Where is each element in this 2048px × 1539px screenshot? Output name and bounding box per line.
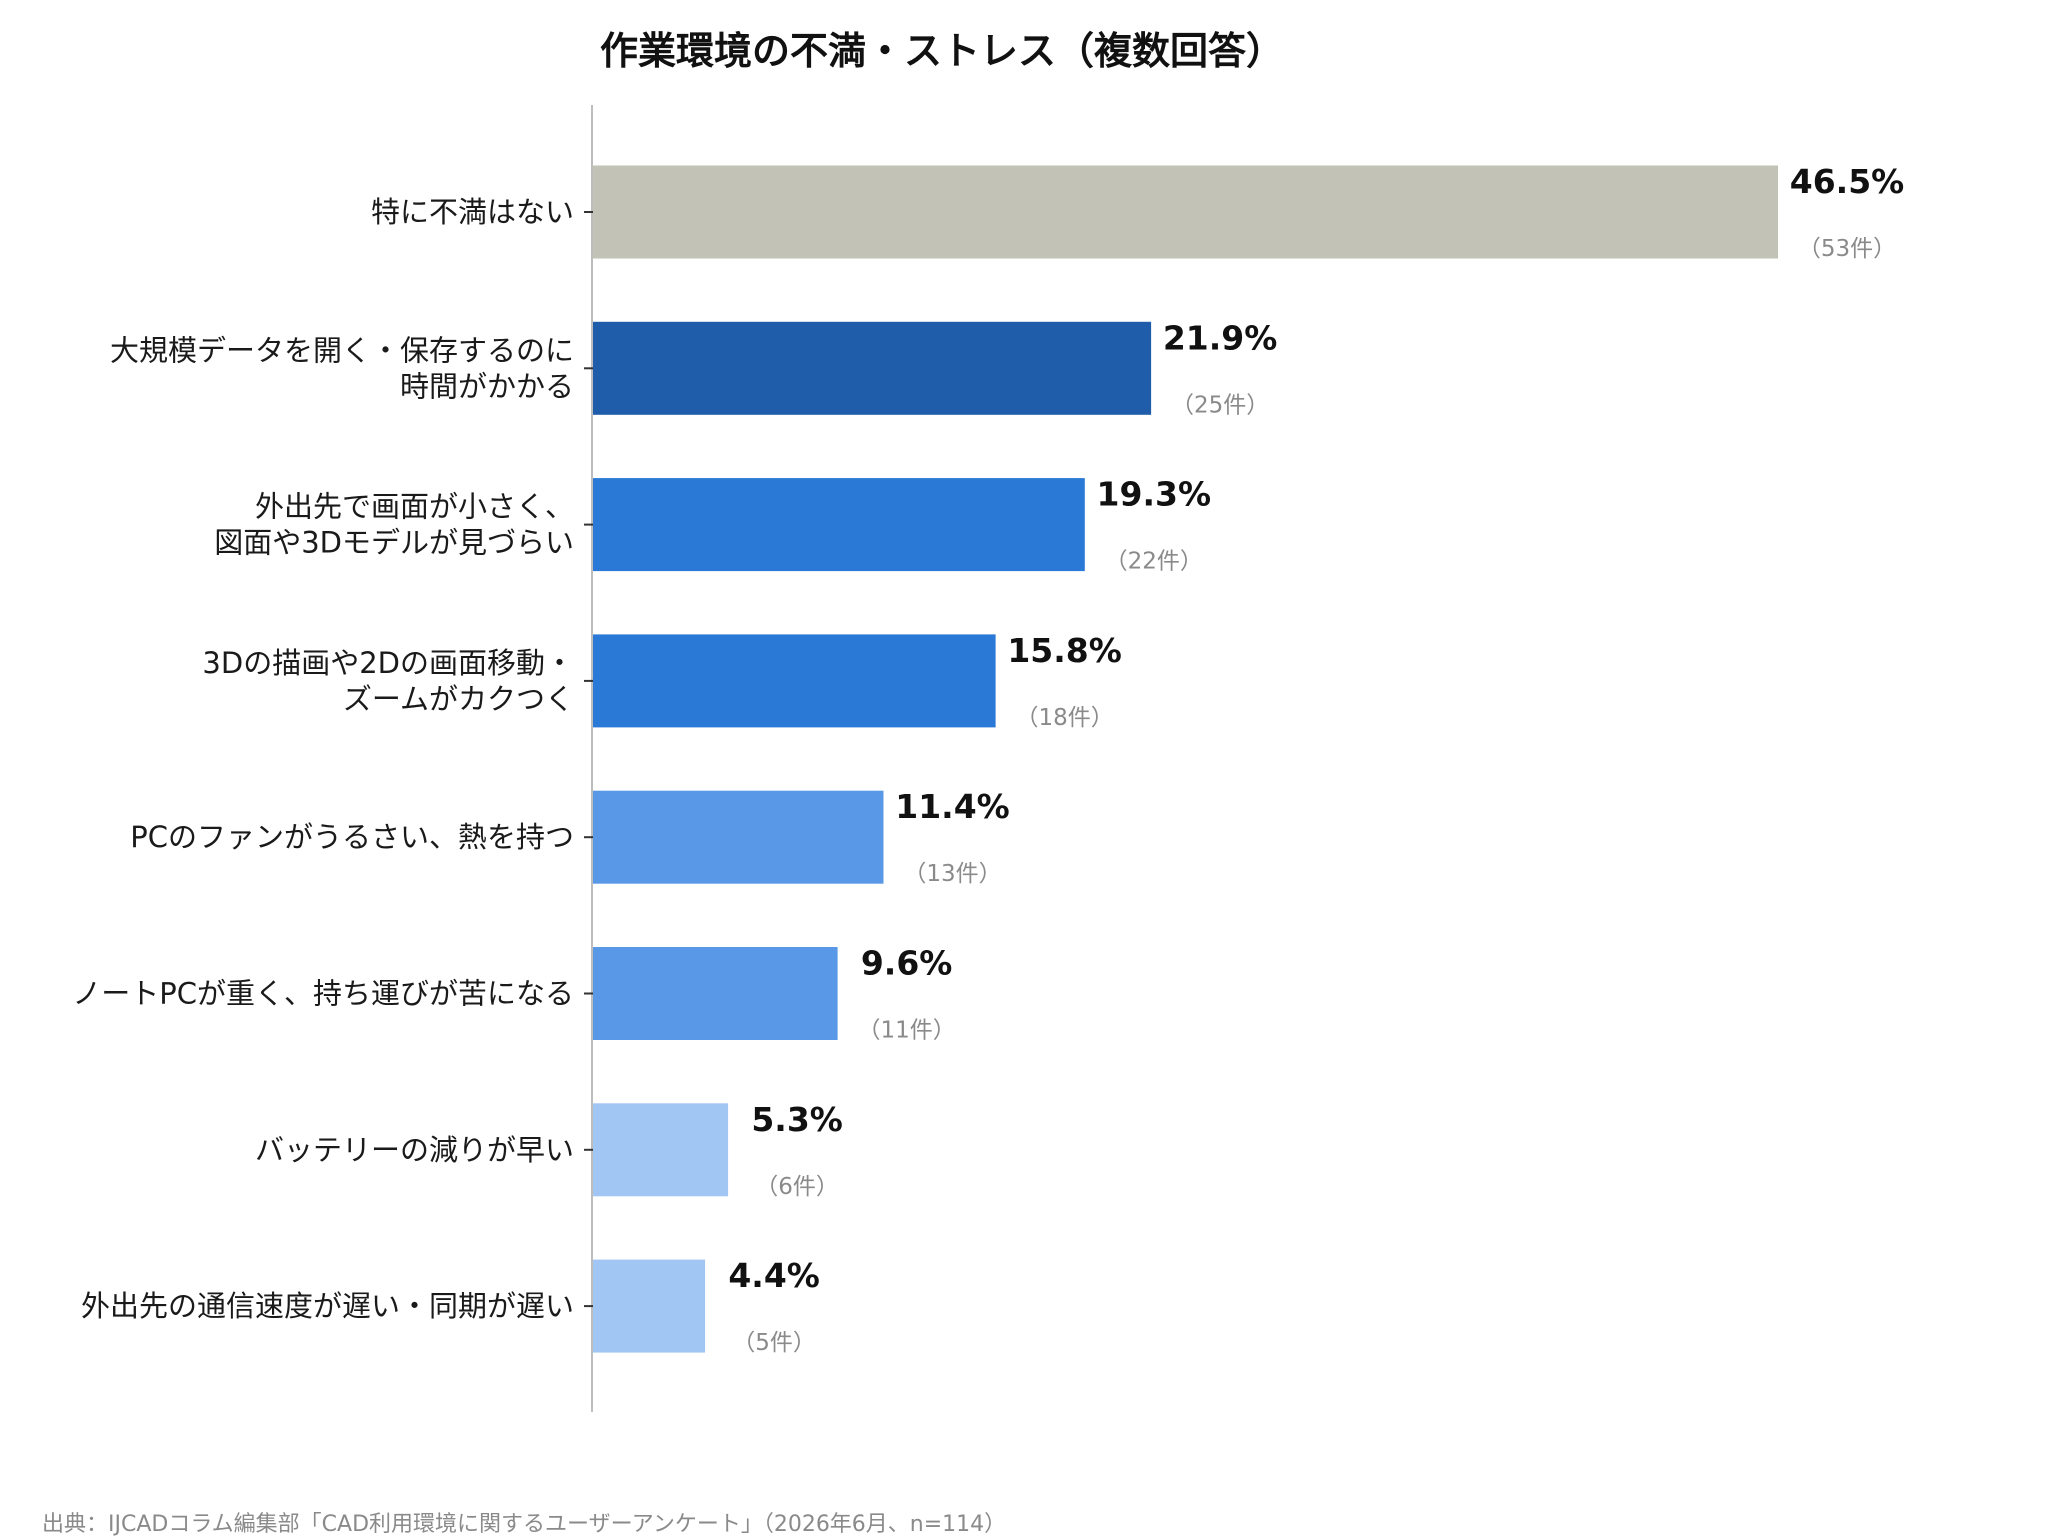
count-label: （6件） [755,1174,839,1200]
bar-6 [593,947,838,1040]
count-label: （11件） [857,1018,955,1044]
value-label: 11.4% [895,787,1010,826]
source-note: 出典：IJCADコラム編集部「CAD利用環境に関するユーザーアンケート」（202… [42,1512,1006,1537]
value-label: 15.8% [1007,631,1122,670]
bar-3 [593,478,1085,572]
category-label: 3Dの描画や2Dの画面移動・ズームがカクつく [202,646,574,716]
count-label: （25件） [1171,392,1269,418]
bar-1 [593,165,1778,259]
count-label: （18件） [1015,705,1113,731]
value-label: 19.3% [1097,475,1212,514]
value-label: 9.6% [861,944,953,983]
count-label: （13件） [903,861,1001,887]
category-label: 大規模データを開く・保存するのに時間がかかる [110,333,574,403]
category-label: 外出先の通信速度が遅い・同期が遅い [81,1289,574,1323]
category-label: 特に不満はない [371,195,574,229]
count-label: （5件） [732,1330,816,1356]
chart-title: 作業環境の不満・ストレス（複数回答） [600,29,1284,73]
bar-7 [593,1103,729,1197]
value-label: 21.9% [1163,318,1278,357]
category-label: ノートPCが重く、持ち運びが苦になる [72,977,574,1011]
value-label: 46.5% [1790,162,1905,201]
value-label: 5.3% [751,1100,843,1139]
value-label: 4.4% [728,1256,820,1295]
bar-5 [593,790,884,884]
bars-group: 特に不満はない 46.5% （53件） 大規模データを開く・保存するのに時間がかかる 2… [72,162,1904,1356]
bar-8 [593,1259,706,1353]
count-label: （53件） [1798,236,1896,262]
bar-4 [593,634,996,728]
category-label: 外出先で画面が小さく、図面や3Dモデルが見づらい [214,490,574,560]
category-label: バッテリーの減りが早い [255,1133,574,1167]
count-label: （22件） [1105,549,1203,575]
category-label: PCのファンがうるさい、熱を持つ [130,820,574,854]
bar-2 [593,321,1152,415]
